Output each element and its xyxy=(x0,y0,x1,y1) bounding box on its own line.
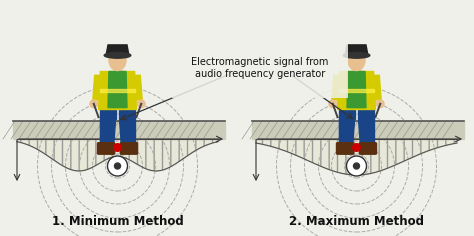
Ellipse shape xyxy=(90,100,98,108)
Bar xyxy=(339,88,374,93)
FancyBboxPatch shape xyxy=(337,143,354,154)
Polygon shape xyxy=(93,75,100,100)
FancyBboxPatch shape xyxy=(120,143,137,154)
Circle shape xyxy=(353,144,360,151)
Polygon shape xyxy=(135,75,142,100)
Circle shape xyxy=(346,156,366,176)
Polygon shape xyxy=(358,108,374,119)
FancyBboxPatch shape xyxy=(359,143,376,154)
Polygon shape xyxy=(100,108,116,119)
Polygon shape xyxy=(332,75,339,100)
Polygon shape xyxy=(337,72,375,110)
Bar xyxy=(100,88,135,93)
Ellipse shape xyxy=(109,50,126,71)
Bar xyxy=(114,58,121,72)
Ellipse shape xyxy=(329,100,337,108)
Ellipse shape xyxy=(104,52,131,58)
Polygon shape xyxy=(106,45,129,55)
Polygon shape xyxy=(374,75,381,100)
Circle shape xyxy=(115,163,120,169)
Ellipse shape xyxy=(343,52,370,58)
FancyBboxPatch shape xyxy=(98,143,115,154)
Ellipse shape xyxy=(137,100,145,108)
Bar xyxy=(13,121,225,139)
Text: 1. Minimum Method: 1. Minimum Method xyxy=(52,215,183,228)
Ellipse shape xyxy=(348,50,365,71)
Circle shape xyxy=(354,163,359,169)
Ellipse shape xyxy=(376,100,384,108)
Circle shape xyxy=(108,156,128,176)
Polygon shape xyxy=(345,45,368,55)
Polygon shape xyxy=(347,72,366,108)
Polygon shape xyxy=(119,108,135,119)
Polygon shape xyxy=(339,108,355,119)
Polygon shape xyxy=(100,119,116,146)
Polygon shape xyxy=(108,72,127,108)
Bar xyxy=(353,58,360,72)
Text: Electromagnetic signal from
audio frequency generator: Electromagnetic signal from audio freque… xyxy=(191,57,328,79)
Polygon shape xyxy=(99,72,137,110)
Circle shape xyxy=(114,144,121,151)
Polygon shape xyxy=(358,119,374,146)
Polygon shape xyxy=(339,119,355,146)
Polygon shape xyxy=(119,119,135,146)
Bar xyxy=(252,121,464,139)
Text: 2. Maximum Method: 2. Maximum Method xyxy=(289,215,424,228)
